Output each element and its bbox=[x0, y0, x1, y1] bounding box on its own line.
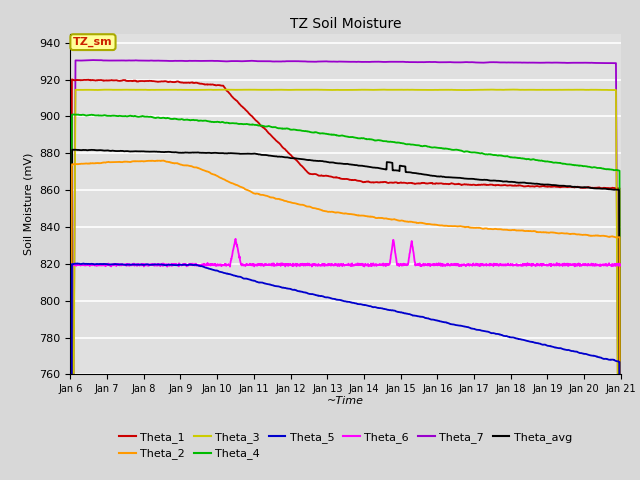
Legend: Theta_1, Theta_2, Theta_3, Theta_4, Theta_5, Theta_6, Theta_7, Theta_avg: Theta_1, Theta_2, Theta_3, Theta_4, Thet… bbox=[115, 428, 577, 464]
Text: TZ_sm: TZ_sm bbox=[73, 37, 113, 47]
X-axis label: ~Time: ~Time bbox=[327, 396, 364, 406]
Title: TZ Soil Moisture: TZ Soil Moisture bbox=[290, 17, 401, 31]
Y-axis label: Soil Moisture (mV): Soil Moisture (mV) bbox=[24, 153, 34, 255]
